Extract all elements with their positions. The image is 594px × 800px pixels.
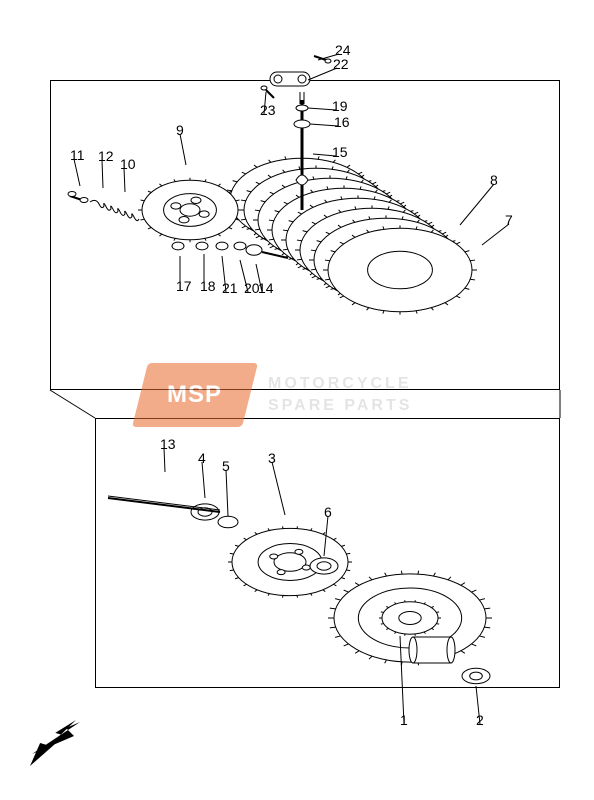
callout-22: 22 [333,57,349,71]
callout-14: 14 [258,281,274,295]
frame-bottom [95,418,560,688]
callout-1: 1 [400,713,408,727]
callout-4: 4 [198,451,206,465]
callout-11: 11 [70,148,85,162]
view-arrow-icon-2 [30,720,90,760]
callout-15: 15 [332,145,348,159]
callout-3: 3 [268,451,276,465]
callout-19: 19 [332,99,348,113]
callout-8: 8 [490,173,498,187]
callout-2: 2 [476,713,484,727]
callout-16: 16 [334,115,350,129]
callout-5: 5 [222,459,230,473]
frame-top [50,80,560,390]
callout-9: 9 [176,123,184,137]
callout-24: 24 [335,43,351,57]
callout-7: 7 [505,213,513,227]
callout-6: 6 [324,505,332,519]
callout-23: 23 [260,103,276,117]
watermark-line2: SPARE PARTS [268,395,412,417]
callout-20: 20 [244,281,260,295]
view-arrow-icon [30,720,86,776]
callout-21: 21 [222,281,238,295]
diagram-canvas: 123456789101112131415161718192021222324M… [0,0,594,800]
callout-10: 10 [120,157,136,171]
callout-12: 12 [98,149,114,163]
callout-17: 17 [176,279,192,293]
callout-13: 13 [160,437,176,451]
callout-18: 18 [200,279,216,293]
